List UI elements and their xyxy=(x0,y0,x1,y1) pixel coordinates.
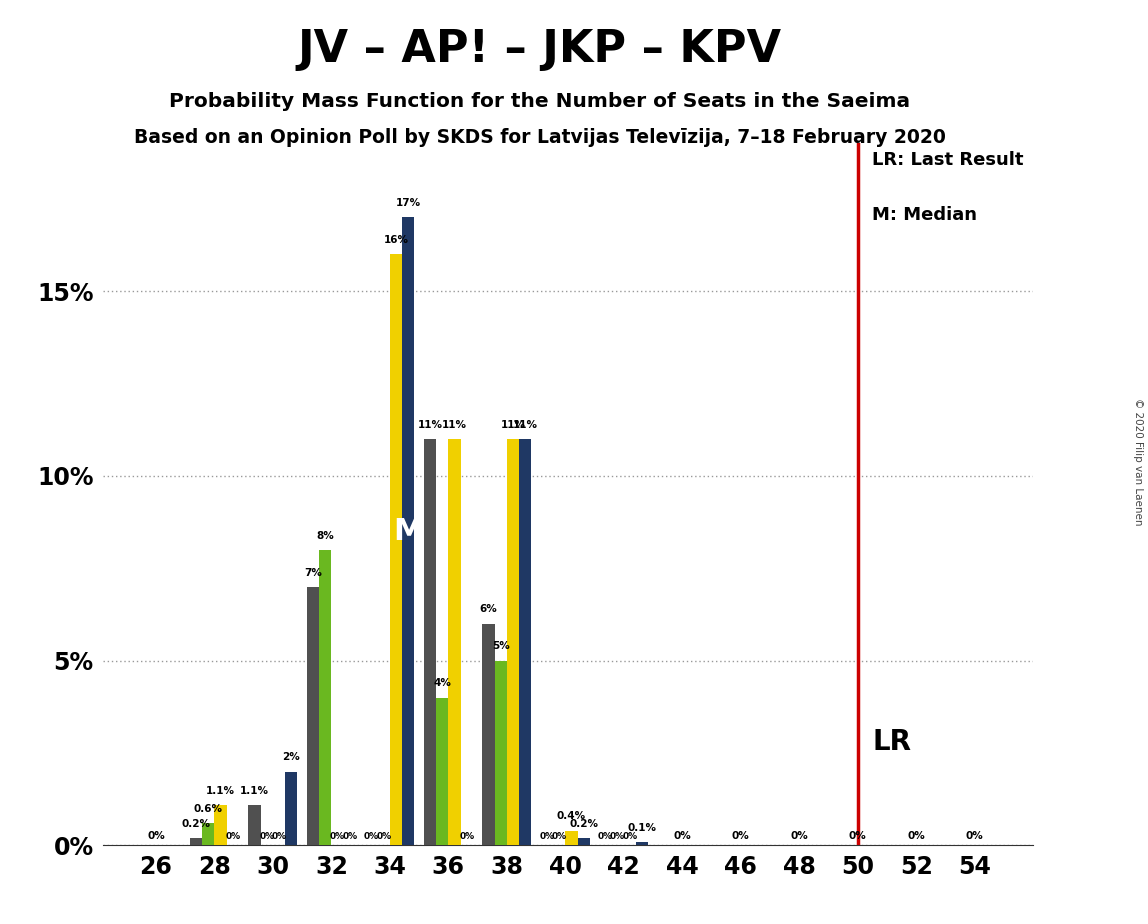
Bar xyxy=(577,838,590,845)
Text: 11%: 11% xyxy=(442,419,467,430)
Bar xyxy=(507,439,519,845)
Bar xyxy=(285,772,297,845)
Text: 0%: 0% xyxy=(329,832,346,841)
Text: Based on an Opinion Poll by SKDS for Latvijas Televīzija, 7–18 February 2020: Based on an Opinion Poll by SKDS for Lat… xyxy=(133,128,946,147)
Bar xyxy=(495,661,507,845)
Text: 0.6%: 0.6% xyxy=(194,804,223,814)
Text: M: Median: M: Median xyxy=(872,206,977,224)
Bar xyxy=(436,698,449,845)
Text: JV – AP! – JKP – KPV: JV – AP! – JKP – KPV xyxy=(297,28,782,71)
Text: 0%: 0% xyxy=(552,832,567,841)
Text: 4%: 4% xyxy=(433,678,451,688)
Bar xyxy=(248,805,261,845)
Text: 0%: 0% xyxy=(907,831,925,841)
Bar xyxy=(402,217,414,845)
Text: 0%: 0% xyxy=(610,832,626,841)
Text: 0%: 0% xyxy=(364,832,379,841)
Text: 0%: 0% xyxy=(459,832,474,841)
Text: 0%: 0% xyxy=(225,832,240,841)
Bar xyxy=(215,805,226,845)
Text: 0%: 0% xyxy=(598,832,613,841)
Bar xyxy=(307,587,319,845)
Text: 8%: 8% xyxy=(317,530,334,541)
Text: 0%: 0% xyxy=(377,832,391,841)
Text: 16%: 16% xyxy=(383,235,409,245)
Text: 0%: 0% xyxy=(674,831,691,841)
Text: 0%: 0% xyxy=(732,831,750,841)
Text: 0%: 0% xyxy=(259,832,274,841)
Text: 0.4%: 0.4% xyxy=(557,811,585,821)
Text: 0.2%: 0.2% xyxy=(569,819,598,829)
Bar xyxy=(202,823,215,845)
Text: Probability Mass Function for the Number of Seats in the Saeima: Probability Mass Function for the Number… xyxy=(169,92,910,112)
Text: LR: LR xyxy=(872,728,912,756)
Text: 17%: 17% xyxy=(396,198,421,208)
Text: 1.1%: 1.1% xyxy=(240,785,269,796)
Text: 0.1%: 0.1% xyxy=(628,822,657,833)
Text: 11%: 11% xyxy=(513,419,537,430)
Text: 0%: 0% xyxy=(848,831,867,841)
Text: LR: Last Result: LR: Last Result xyxy=(872,151,1024,168)
Bar xyxy=(390,254,402,845)
Bar xyxy=(519,439,532,845)
Bar xyxy=(449,439,460,845)
Bar xyxy=(319,550,332,845)
Text: 6%: 6% xyxy=(480,604,497,614)
Text: © 2020 Filip van Laenen: © 2020 Filip van Laenen xyxy=(1133,398,1142,526)
Text: 5%: 5% xyxy=(491,641,510,651)
Text: 0%: 0% xyxy=(271,832,287,841)
Text: 0.2%: 0.2% xyxy=(181,819,210,829)
Text: 0%: 0% xyxy=(790,831,808,841)
Text: 11%: 11% xyxy=(418,419,442,430)
Text: 7%: 7% xyxy=(304,567,321,578)
Text: 0%: 0% xyxy=(622,832,637,841)
Text: 1.1%: 1.1% xyxy=(207,785,235,796)
Text: 0%: 0% xyxy=(965,831,984,841)
Bar xyxy=(482,624,495,845)
Bar xyxy=(189,838,202,845)
Text: M: M xyxy=(393,517,424,546)
Text: 2%: 2% xyxy=(282,752,301,762)
Text: 0%: 0% xyxy=(147,831,165,841)
Text: 0%: 0% xyxy=(540,832,554,841)
Bar xyxy=(424,439,436,845)
Text: 0%: 0% xyxy=(342,832,357,841)
Bar xyxy=(565,831,577,845)
Text: 11%: 11% xyxy=(501,419,526,430)
Bar xyxy=(636,842,649,845)
